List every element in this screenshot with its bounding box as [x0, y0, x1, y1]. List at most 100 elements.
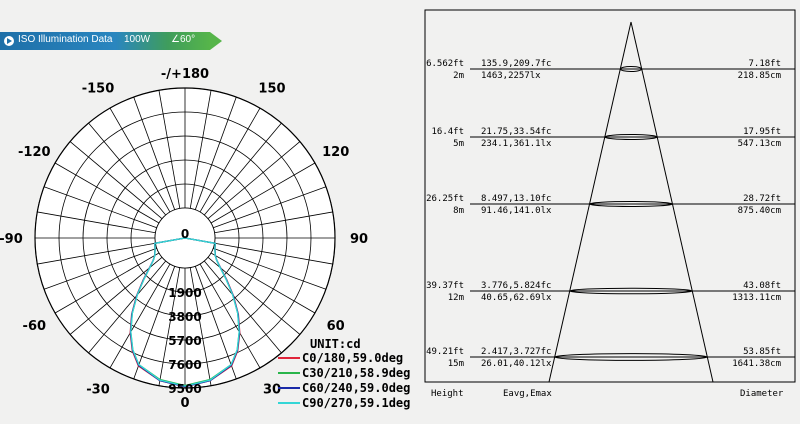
play-circle-icon: [4, 36, 14, 46]
height-ft: 6.562ft: [426, 59, 464, 69]
cone-rows: 6.562ft 2m 135.9,209.7fc 1463,2257lx 7.18ft 2…: [426, 59, 795, 369]
polar-spoke: [109, 107, 171, 213]
polar-spoke: [54, 252, 160, 314]
polar-angle-label: -/+180: [161, 67, 209, 82]
polar-legend: UNIT:cd C0/180,59.0degC30/210,58.9degC60…: [278, 337, 410, 410]
polar-spoke: [158, 90, 181, 209]
illuminance-lx: 40.65,62.69lx: [481, 293, 552, 303]
illuminance-lx: 234.1,361.1lx: [481, 139, 552, 149]
diameter-cm: 218.85cm: [738, 71, 781, 81]
diameter-cm: 1641.38cm: [732, 359, 781, 369]
diameter-ft: 53.85ft: [743, 347, 781, 357]
polar-spoke: [203, 260, 282, 354]
height-ft: 26.25ft: [426, 194, 464, 204]
polar-ring: [58, 111, 312, 365]
height-m: 12m: [448, 293, 464, 303]
height-ft: 49.21ft: [426, 347, 464, 357]
polar-spoke: [88, 260, 167, 354]
height-ft: 16.4ft: [431, 127, 464, 137]
height-ft: 39.37ft: [426, 281, 464, 291]
polar-ring-label: 9500: [168, 382, 201, 396]
illuminance-lx: 91.46,141.0lx: [481, 206, 552, 216]
illuminance-fc: 8.497,13.10fc: [481, 194, 551, 204]
polar-ring-label: 0: [181, 227, 189, 241]
polar-spoke: [133, 266, 176, 380]
legend-entry: C30/210,58.9deg: [302, 366, 410, 380]
polar-ring: [130, 183, 240, 293]
polar-spoke: [214, 242, 333, 265]
beam-ellipse: [569, 287, 693, 295]
polar-spoke: [133, 96, 176, 210]
height-m: 2m: [453, 71, 464, 81]
polar-angle-label: -120: [18, 145, 51, 160]
polar-ring-label: 3800: [168, 310, 201, 324]
polar-angle-label: 150: [258, 81, 285, 96]
polar-spoke: [210, 162, 316, 224]
beam-ellipse: [554, 353, 708, 361]
legend-entry: C60/240,59.0deg: [302, 381, 410, 395]
polar-spoke: [203, 122, 282, 216]
cone-left-edge: [548, 21, 632, 383]
illuminance-fc: 2.417,3.727fc: [481, 347, 551, 357]
polar-ring-label: 1900: [168, 286, 201, 300]
column-height: Height: [431, 389, 464, 399]
polar-angle-label: 30: [263, 383, 281, 398]
legend-entry: C0/180,59.0deg: [302, 351, 403, 365]
polar-spoke: [69, 141, 163, 220]
polar-intensity-diagram: -/+180 150 120 90 60 30 0 -30 -60 -90 -120 -150 0 19…: [0, 67, 410, 411]
column-eavg-emax: Eavg,Emax: [503, 389, 552, 399]
polar-curve: [130, 237, 240, 387]
banner-bar: [0, 32, 210, 50]
height-m: 15m: [448, 359, 464, 369]
illuminance-fc: 21.75,33.54fc: [481, 127, 551, 137]
polar-spoke: [213, 186, 327, 229]
polar-spoke: [109, 263, 171, 369]
diameter-ft: 17.95ft: [743, 127, 781, 137]
beam-ellipse: [604, 134, 658, 140]
polar-angle-label: 0: [180, 396, 189, 411]
polar-angle-labels: -/+180 150 120 90 60 30 0 -30 -60 -90 -120 -150: [0, 67, 368, 411]
polar-angle-label: -150: [82, 81, 115, 96]
polar-spoke: [194, 266, 237, 380]
polar-angle-label: -30: [86, 383, 110, 398]
height-m: 8m: [453, 206, 464, 216]
polar-angle-label: -60: [23, 319, 47, 334]
polar-spoke: [213, 247, 327, 290]
polar-spoke: [210, 252, 316, 314]
polar-spoke: [158, 267, 181, 386]
polar-spoke: [199, 263, 261, 369]
diameter-cm: 875.40cm: [738, 206, 781, 216]
unit-label: UNIT:cd: [310, 337, 361, 351]
illuminance-lx: 1463,2257lx: [481, 71, 541, 81]
height-m: 5m: [453, 139, 464, 149]
polar-ring: [82, 135, 288, 341]
polar-angle-label: 90: [350, 232, 368, 247]
cone-right-edge: [630, 21, 714, 383]
banner-power: 100W: [124, 34, 151, 45]
polar-ring-label: 7600: [168, 358, 201, 372]
polar-curves: [129, 237, 241, 388]
illuminance-fc: 135.9,209.7fc: [481, 59, 551, 69]
banner: ISO Illumination Data 100W ∠60°: [0, 32, 222, 50]
banner-arrow: [210, 32, 222, 50]
banner-title: ISO Illumination Data: [18, 34, 113, 45]
polar-spoke: [88, 122, 167, 216]
polar-ring-labels: 0 1900 3800 5700 7600 9500: [168, 227, 201, 396]
polar-spoke: [69, 256, 163, 335]
polar-spoke: [207, 256, 301, 335]
polar-ring: [34, 87, 336, 389]
polar-ring: [106, 159, 264, 317]
beam-ellipse: [589, 201, 673, 207]
polar-spoke: [43, 247, 157, 290]
cone-frame: [424, 9, 796, 383]
diameter-ft: 43.08ft: [743, 281, 781, 291]
polar-spoke: [194, 96, 237, 210]
polar-angle-label: 60: [327, 319, 345, 334]
polar-spoke: [214, 211, 333, 234]
legend-entry: C90/270,59.1deg: [302, 396, 410, 410]
polar-spoke: [189, 267, 212, 386]
polar-angle-label: 120: [322, 145, 349, 160]
illuminance-fc: 3.776,5.824fc: [481, 281, 551, 291]
polar-spoke: [207, 141, 301, 220]
diameter-cm: 547.13cm: [738, 139, 781, 149]
